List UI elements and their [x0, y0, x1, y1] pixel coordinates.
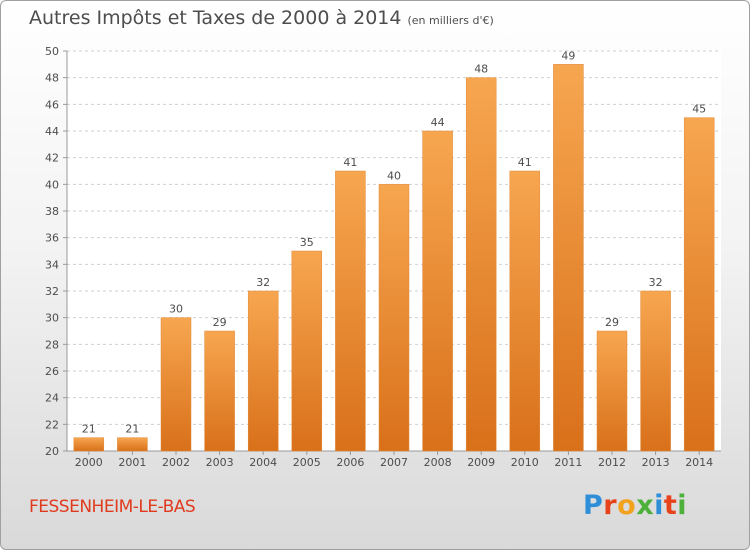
bar	[291, 250, 323, 452]
bar-value-label: 32	[649, 276, 663, 289]
bar	[73, 437, 105, 452]
x-tick-label: 2012	[598, 456, 626, 469]
bar	[640, 290, 671, 452]
bar-value-label: 32	[256, 276, 270, 289]
y-tick-label: 44	[45, 125, 59, 138]
x-tick-label: 2005	[293, 456, 321, 469]
bar-value-label: 30	[169, 303, 183, 316]
bar-value-label: 41	[343, 156, 357, 169]
y-tick-label: 34	[45, 258, 59, 271]
y-tick-label: 46	[45, 98, 59, 111]
x-tick-label: 2013	[642, 456, 670, 469]
bar-value-label: 48	[474, 63, 488, 76]
y-tick-label: 22	[45, 418, 59, 431]
bar-value-label: 44	[431, 116, 445, 129]
y-tick-label: 28	[45, 338, 59, 351]
bar	[204, 330, 235, 452]
y-tick-label: 20	[45, 445, 59, 458]
y-tick-label: 36	[45, 232, 59, 245]
x-axis-tick-labels: 2000 2001 2002 2003 2004 2005 2006 2007 2008 2009…	[75, 456, 713, 469]
x-tick-label: 2001	[118, 456, 146, 469]
y-tick-label: 42	[45, 152, 59, 165]
bar-value-label: 21	[125, 423, 139, 436]
bar-value-label: 40	[387, 169, 401, 182]
y-tick-label: 40	[45, 178, 59, 191]
y-tick-label: 26	[45, 365, 59, 378]
bar-value-label: 35	[300, 236, 314, 249]
bar	[247, 290, 279, 452]
y-tick-label: 50	[45, 45, 59, 58]
x-tick-label: 2003	[206, 456, 234, 469]
bar-value-label: 21	[82, 423, 96, 436]
bar	[378, 184, 410, 452]
bar-value-label: 29	[605, 316, 619, 329]
y-tick-label: 38	[45, 205, 59, 218]
bars	[73, 64, 715, 452]
data-labels: 21 21 30 29 32 35 41 40 44 48 41 49 29 32 45	[82, 49, 706, 435]
x-tick-label: 2011	[554, 456, 582, 469]
bar	[117, 437, 148, 452]
x-tick-label: 2010	[511, 456, 539, 469]
bar	[509, 170, 541, 452]
bar-value-label: 41	[518, 156, 532, 169]
chart-title: Autres Impôts et Taxes de 2000 à 2014 (en…	[29, 7, 494, 29]
x-tick-label: 2004	[249, 456, 277, 469]
y-tick-label: 48	[45, 72, 59, 85]
x-tick-label: 2006	[336, 456, 364, 469]
commune-name: FESSENHEIM-LE-BAS	[29, 497, 196, 517]
bar	[422, 130, 453, 452]
bar	[553, 64, 584, 452]
x-tick-label: 2009	[467, 456, 495, 469]
chart-subtitle: (en milliers d'€)	[407, 14, 494, 27]
bar	[335, 170, 366, 452]
x-tick-label: 2000	[75, 456, 103, 469]
bar	[683, 117, 715, 452]
bar	[465, 77, 497, 452]
y-tick-label: 32	[45, 285, 59, 298]
y-tick-label: 30	[45, 312, 59, 325]
x-tick-label: 2007	[380, 456, 408, 469]
x-tick-label: 2002	[162, 456, 190, 469]
bar	[160, 317, 192, 452]
y-tick-label: 24	[45, 392, 59, 405]
x-tick-label: 2014	[685, 456, 713, 469]
bar-value-label: 29	[213, 316, 227, 329]
x-tick-label: 2008	[424, 456, 452, 469]
bar-value-label: 49	[561, 49, 575, 62]
bar-value-label: 45	[692, 103, 706, 116]
bar	[596, 330, 628, 452]
chart-title-text: Autres Impôts et Taxes de 2000 à 2014	[29, 7, 402, 29]
brand-logo: Proxiti	[583, 490, 688, 521]
y-axis-tick-labels: 20 22 24 26 28 30 32 34 36 38 40 42 44 46 48 50	[45, 45, 59, 458]
